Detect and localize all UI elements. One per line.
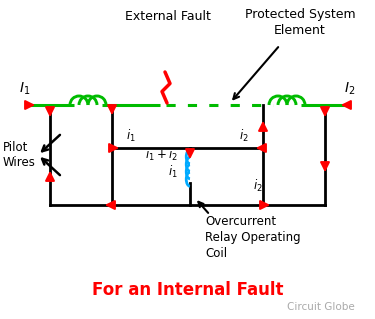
Text: Overcurrent
Relay Operating
Coil: Overcurrent Relay Operating Coil [205, 215, 301, 260]
Text: For an Internal Fault: For an Internal Fault [92, 281, 283, 299]
Text: $i_1$: $i_1$ [168, 164, 178, 180]
Text: $i_1$: $i_1$ [126, 128, 136, 144]
Text: $i_2$: $i_2$ [239, 128, 249, 144]
Text: $i_1 + i_2$: $i_1 + i_2$ [145, 147, 178, 163]
Text: $I_1$: $I_1$ [20, 81, 31, 97]
Text: $i_2$: $i_2$ [253, 178, 263, 194]
Text: $I_2$: $I_2$ [344, 81, 355, 97]
Text: Pilot
Wires: Pilot Wires [3, 141, 36, 169]
Text: Circuit Globe: Circuit Globe [287, 302, 355, 312]
Text: Protected System
Element: Protected System Element [244, 8, 356, 37]
Text: External Fault: External Fault [125, 10, 211, 23]
